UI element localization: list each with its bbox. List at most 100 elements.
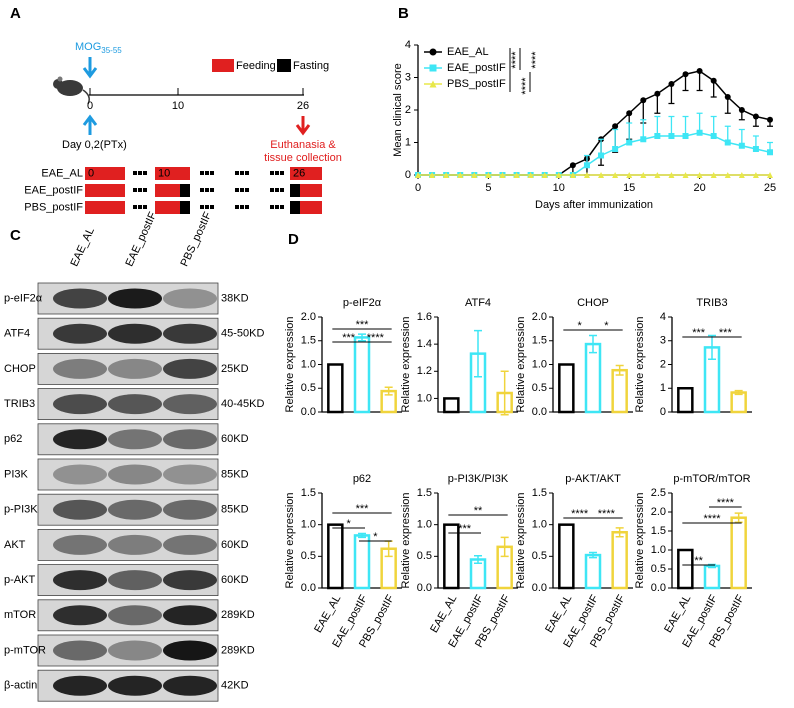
error-bar — [682, 115, 689, 136]
blot-band — [53, 640, 107, 661]
ellipsis-dot — [205, 171, 209, 175]
block-label: 0 — [88, 167, 94, 179]
chart-title: p-eIF2α — [343, 297, 382, 309]
point — [654, 172, 661, 178]
ellipsis-dot — [138, 188, 142, 192]
size-label: 42KD — [221, 680, 249, 692]
y-tick-label: 0 — [660, 406, 666, 418]
bar — [327, 363, 344, 414]
ellipsis-dot — [245, 188, 249, 192]
y-axis-label: Mean clinical score — [392, 63, 404, 157]
error-bar — [474, 554, 482, 565]
significance-label: ** — [694, 555, 703, 567]
ellipsis-dot — [275, 171, 279, 175]
fasting-block — [180, 184, 190, 197]
y-tick-label: 0.0 — [651, 582, 666, 594]
ellipsis-dot — [200, 171, 204, 175]
ellipsis-dot — [205, 205, 209, 209]
legend-label: EAE_postIF — [447, 62, 506, 74]
point — [569, 172, 576, 178]
point — [415, 172, 421, 178]
y-tick-label: 1.0 — [532, 358, 547, 370]
blot-strip — [37, 458, 219, 491]
point — [485, 172, 492, 178]
point — [612, 172, 619, 178]
y-axis-label: Relative expression — [284, 317, 296, 413]
error-bar — [668, 115, 675, 136]
point — [668, 172, 675, 178]
size-label: 85KD — [221, 468, 249, 480]
point — [583, 162, 590, 169]
y-tick-label: 1.0 — [301, 519, 316, 531]
ellipsis-dot — [235, 188, 239, 192]
point — [738, 142, 745, 149]
point — [429, 172, 436, 178]
blot-band — [108, 605, 162, 626]
blot-band — [163, 605, 217, 626]
y-axis-label: Relative expression — [515, 493, 527, 589]
point — [752, 172, 759, 178]
error-bar — [708, 334, 716, 361]
panel-label: B — [398, 5, 409, 22]
group-label: PBS_postIF — [24, 201, 83, 213]
panel-label: A — [10, 5, 21, 22]
chart-title: p-PI3K/PI3K — [448, 473, 509, 485]
y-tick-label: 2.0 — [301, 311, 316, 323]
y-tick-label: 0.0 — [301, 582, 316, 594]
error-bar — [640, 119, 647, 140]
bar — [353, 534, 371, 590]
protein-label: p-AKT — [4, 574, 35, 586]
error-bar — [668, 84, 675, 105]
size-label: 60KD — [221, 574, 249, 586]
significance-label: *** — [692, 327, 706, 339]
significance-label: ** — [474, 505, 483, 517]
point — [696, 129, 703, 136]
blot-band — [163, 640, 217, 661]
y-tick-label: 1 — [660, 382, 666, 394]
legend-marker — [429, 48, 437, 56]
blot-band — [163, 570, 217, 591]
bar — [443, 397, 460, 414]
fasting-block — [180, 201, 190, 214]
error-bar — [589, 334, 597, 354]
point — [541, 172, 548, 178]
y-tick-label: 1.0 — [532, 519, 547, 531]
y-tick-label: 0.0 — [417, 582, 432, 594]
ellipsis-dot — [245, 205, 249, 209]
legend-label: PBS_postIF — [447, 78, 506, 90]
protein-label: p62 — [4, 433, 22, 445]
blot-band — [108, 675, 162, 696]
y-tick-label: 0.5 — [417, 550, 432, 562]
protein-label: p-PI3K — [4, 504, 38, 516]
point — [738, 107, 745, 113]
legend-label: Feeding — [236, 60, 276, 72]
error-bar — [734, 389, 743, 396]
size-label: 85KD — [221, 504, 249, 516]
y-tick-label: 1.0 — [651, 544, 666, 556]
point — [654, 90, 661, 97]
blot-band — [53, 499, 107, 520]
significance-label: **** — [510, 51, 522, 69]
point — [612, 123, 619, 130]
point — [738, 172, 745, 178]
feeding-block — [290, 167, 322, 180]
lane-label: EAE_AL — [68, 226, 96, 269]
blot-band — [53, 429, 107, 450]
blot-band — [108, 570, 162, 591]
blot-band — [163, 288, 217, 309]
x-tick-label: 20 — [693, 182, 705, 194]
x-tick-label: 25 — [764, 182, 776, 194]
significance-label: **** — [520, 77, 532, 95]
y-tick-label: 1.6 — [417, 311, 432, 323]
significance-label: **** — [367, 332, 385, 344]
point — [640, 136, 647, 143]
y-tick-label: 2.5 — [651, 487, 666, 499]
significance-bracket — [509, 48, 531, 92]
point — [696, 172, 703, 178]
size-label: 25KD — [221, 363, 249, 375]
point — [696, 68, 703, 74]
point — [767, 149, 773, 156]
protein-label: PI3K — [4, 468, 29, 480]
ellipsis-dot — [275, 188, 279, 192]
